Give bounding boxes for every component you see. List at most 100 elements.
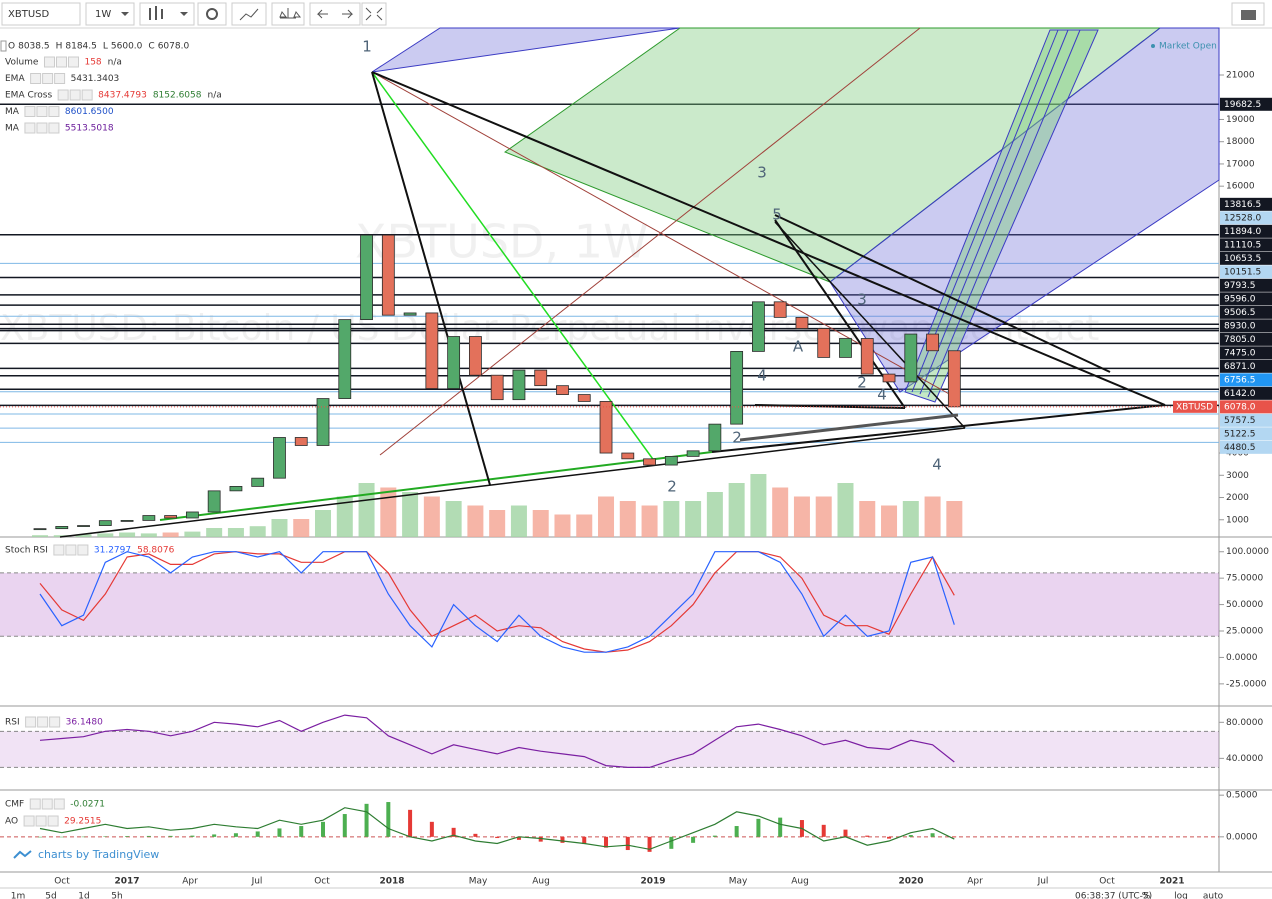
- time-label: 2020: [898, 877, 923, 887]
- rsi-line: [39, 714, 955, 768]
- candle: [534, 369, 548, 387]
- range-btn[interactable]: 1m: [11, 892, 26, 899]
- price-tick-label: 16000: [1226, 182, 1255, 192]
- range-btn[interactable]: 1d: [78, 892, 89, 899]
- fan-lines: [911, 29, 1081, 398]
- level-label-bg: [1220, 319, 1272, 333]
- ao-bar: [212, 834, 217, 837]
- volume-bar: [162, 532, 179, 537]
- volume-bar: [750, 474, 767, 537]
- fan-zone: [904, 29, 1099, 403]
- ao-bar: [734, 826, 739, 837]
- level-label-bg: [1220, 292, 1272, 306]
- collapse-btn: [0, 40, 7, 52]
- chart-type-btn[interactable]: [139, 2, 195, 26]
- undo-redo[interactable]: [309, 2, 361, 26]
- volume-bar: [532, 510, 549, 537]
- legend-icon: [48, 122, 60, 134]
- price-tick-label: 19000: [1226, 115, 1255, 125]
- candle: [577, 394, 591, 402]
- candle: [164, 515, 178, 519]
- legend-icon: [36, 106, 48, 117]
- candle: [338, 319, 352, 399]
- legend-icon: [42, 73, 54, 84]
- volume-bar: [97, 533, 114, 537]
- level-label: 10653.5: [1224, 254, 1261, 264]
- ao-bar: [125, 836, 130, 837]
- volume-bar: [380, 487, 397, 537]
- ao-bar: [495, 836, 500, 839]
- level-label: 8930.0: [1224, 321, 1256, 331]
- ao-bar: [59, 836, 64, 838]
- legend-name: Volume: [5, 58, 39, 68]
- volume-bar: [293, 519, 310, 537]
- range-btn[interactable]: 5d: [45, 892, 56, 899]
- candle: [686, 450, 700, 457]
- branding[interactable]: charts by TradingView: [38, 848, 159, 861]
- level-label: 13816.5: [1224, 200, 1261, 210]
- price-tick-label: 18000: [1226, 137, 1255, 147]
- legend-icon: [25, 716, 37, 728]
- volume-bar: [619, 501, 636, 537]
- candle: [947, 350, 961, 408]
- candle: [55, 526, 69, 530]
- legend-name: AO: [5, 817, 18, 827]
- level-label-bg: [1220, 265, 1272, 279]
- volume-bar: [641, 505, 658, 537]
- scale-option[interactable]: log: [1174, 892, 1188, 899]
- ohlc-label: C: [148, 42, 154, 52]
- legend-icon: [49, 716, 61, 728]
- level-label: 12528.0: [1224, 213, 1261, 223]
- osc-tick-label: 50.0000: [1226, 600, 1263, 610]
- ohlc-label: H: [56, 42, 63, 52]
- level-label: 9596.0: [1224, 294, 1256, 304]
- level-label: 19682.5: [1224, 100, 1261, 110]
- watermark-symbol: XBTUSD, 1W: [355, 215, 648, 269]
- level-label: 6142.0: [1224, 389, 1256, 399]
- time-label: 2021: [1159, 877, 1184, 887]
- candle: [360, 234, 373, 321]
- interval[interactable]: 1W: [95, 9, 111, 20]
- legend-value: 31.2797: [94, 546, 131, 556]
- legend-value: 8437.4793: [98, 91, 147, 101]
- candle: [98, 520, 112, 526]
- volume-bar: [576, 514, 593, 537]
- scale-option[interactable]: auto: [1203, 892, 1224, 899]
- volume-bar: [32, 535, 48, 537]
- legend-name: MA: [5, 107, 20, 117]
- price-tag-symbol: XBTUSD: [1176, 402, 1213, 412]
- ao-bar: [930, 833, 935, 837]
- candle: [251, 477, 265, 487]
- volume-bar: [119, 532, 136, 537]
- settings-btn[interactable]: [197, 2, 227, 26]
- volume-bar: [423, 496, 440, 537]
- stoch-k-line: [39, 551, 955, 653]
- ao-bar: [821, 824, 826, 837]
- ao-bar: [538, 836, 543, 842]
- legend-icon: [43, 56, 55, 68]
- symbol-box[interactable]: [1, 2, 81, 26]
- range-btn[interactable]: 5h: [111, 892, 122, 899]
- indicators-btn[interactable]: [231, 2, 267, 26]
- level-label-bg: [1220, 251, 1272, 265]
- time-label: Jul: [1037, 877, 1049, 887]
- legend-icon: [23, 815, 35, 827]
- candle: [403, 312, 417, 316]
- level-label: 5122.5: [1224, 429, 1256, 439]
- symbol[interactable]: XBTUSD: [8, 9, 49, 20]
- candle: [490, 374, 504, 401]
- scale-option[interactable]: %: [1142, 892, 1151, 899]
- interval-box[interactable]: [85, 2, 135, 26]
- level-label: 6871.0: [1224, 362, 1256, 372]
- ao-bar: [321, 821, 326, 837]
- osc-tick-label: 75.0000: [1226, 574, 1263, 584]
- level-label: 6756.5: [1224, 375, 1256, 385]
- level-label: 4480.5: [1224, 443, 1256, 453]
- candle: [795, 316, 809, 329]
- trend-line: [379, 27, 921, 456]
- fullscreen-btn[interactable]: [361, 2, 387, 26]
- time-label: Aug: [791, 877, 809, 887]
- fullscreen-icon: [365, 7, 383, 21]
- legend-value: n/a: [108, 58, 122, 68]
- ao-bar: [451, 827, 456, 837]
